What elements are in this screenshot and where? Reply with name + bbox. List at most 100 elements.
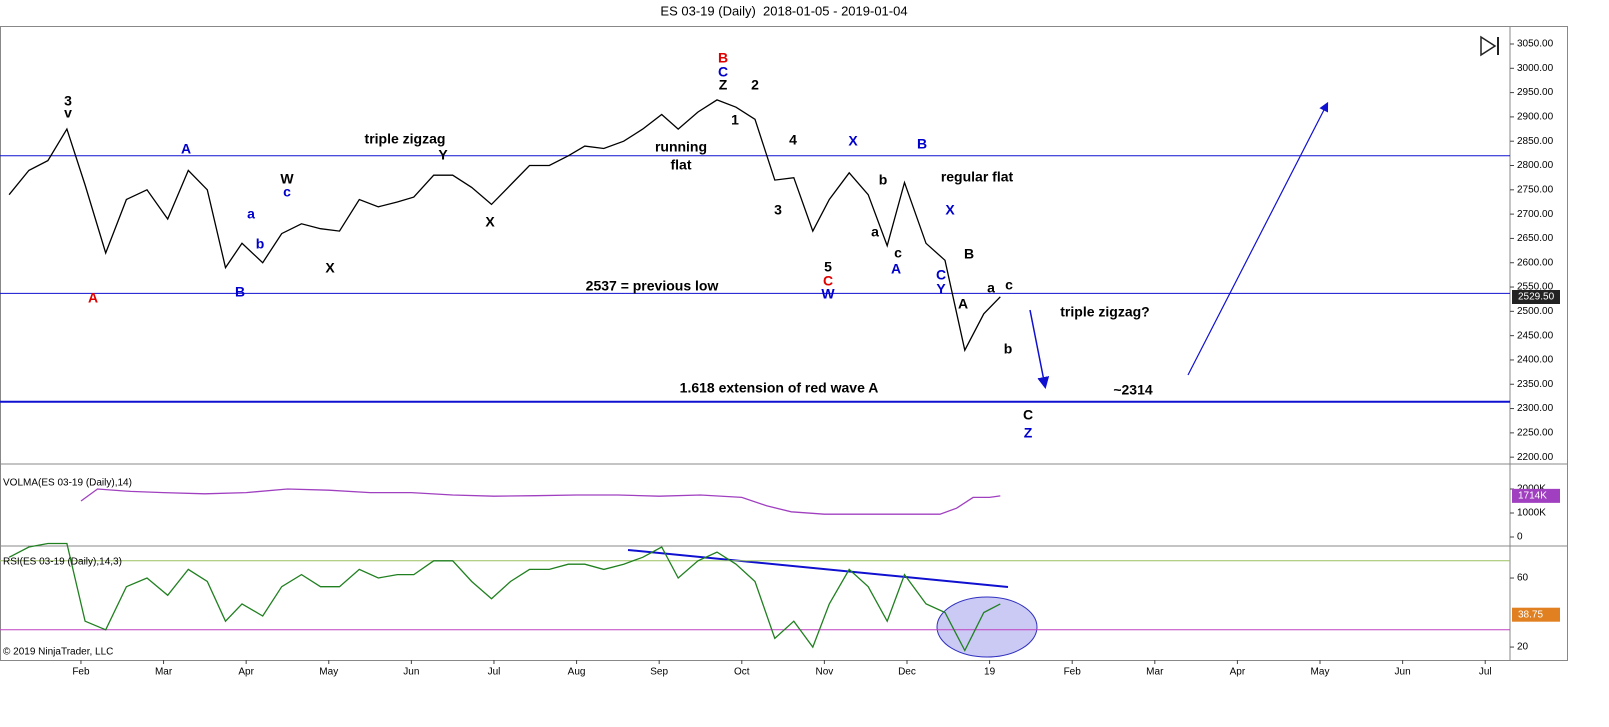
x-tick-label: Feb (72, 667, 90, 678)
y-tick-label: 2850.00 (1517, 136, 1554, 147)
wave-label: B (964, 246, 974, 262)
x-tick-label: Jul (1479, 667, 1492, 678)
y-tick-label: 2950.00 (1517, 87, 1554, 98)
wave-label: regular flat (941, 169, 1014, 185)
wave-label: A (891, 261, 901, 277)
series-line (8, 542, 1001, 652)
wave-label: c (1005, 277, 1013, 293)
y-tick-label: 20 (1517, 642, 1529, 653)
wave-label: 2537 = previous low (586, 278, 719, 294)
y-tick-label: 3000.00 (1517, 63, 1554, 74)
wave-label: C (718, 64, 728, 80)
panel-title: RSI(ES 03-19 (Daily),14,3) (3, 557, 122, 568)
x-tick-label: 19 (984, 667, 996, 678)
x-tick-label: Aug (568, 667, 586, 678)
wave-label: c (894, 245, 902, 261)
wave-label: 2 (751, 77, 759, 93)
chart-title: ES 03-19 (Daily) 2018-01-05 - 2019-01-04 (660, 3, 907, 18)
wave-label: triple zigzag? (1060, 304, 1149, 320)
y-tick-label: 60 (1517, 573, 1529, 584)
wave-label: C (823, 273, 833, 289)
y-tick-label: 2550.00 (1517, 282, 1554, 293)
wave-label: running (655, 139, 707, 155)
copyright: © 2019 NinjaTrader, LLC (3, 647, 113, 658)
wave-label: A (181, 141, 191, 157)
wave-label: X (325, 260, 335, 276)
series-line (8, 99, 1001, 353)
x-tick-label: May (1311, 667, 1330, 678)
wave-label: c (283, 184, 291, 200)
last-value-badge (1512, 488, 1560, 503)
wave-label: C (936, 267, 946, 283)
y-tick-label: 2250.00 (1517, 428, 1554, 439)
y-tick-label: 2300.00 (1517, 403, 1554, 414)
wave-label: Y (936, 281, 946, 297)
x-tick-label: Oct (734, 667, 750, 678)
x-tick-label: Apr (1230, 667, 1246, 678)
last-value-label: 38.75 (1518, 609, 1543, 620)
y-tick-label: 2450.00 (1517, 330, 1554, 341)
y-tick-label: 2700.00 (1517, 209, 1554, 220)
y-tick-label: 1000K (1517, 508, 1546, 519)
wave-label: a (871, 224, 879, 240)
wave-label: B (718, 50, 728, 66)
wave-label: 1 (731, 112, 739, 128)
y-tick-label: 3050.00 (1517, 39, 1554, 50)
last-value-badge (1512, 289, 1560, 304)
wave-label: 4 (789, 132, 797, 148)
wave-label: Z (719, 77, 728, 93)
x-tick-label: Dec (898, 667, 916, 678)
y-tick-label: 2400.00 (1517, 355, 1554, 366)
wave-label: a (247, 206, 255, 222)
y-tick-label: 2600.00 (1517, 257, 1554, 268)
down-arrow (1029, 309, 1050, 389)
panel-title: VOLMA(ES 03-19 (Daily),14) (3, 478, 132, 489)
wave-label: 3 (64, 93, 72, 109)
x-tick-label: Mar (155, 667, 173, 678)
wave-label: 5 (824, 259, 832, 275)
wave-label: W (280, 171, 294, 187)
x-tick-label: Jun (1395, 667, 1411, 678)
wave-label: a (987, 280, 995, 296)
up-arrow (1187, 101, 1329, 376)
x-tick-label: Nov (815, 667, 833, 678)
y-tick-label: 2500.00 (1517, 306, 1554, 317)
wave-label: 1.618 extension of red wave A (680, 380, 879, 396)
wave-label: Z (1024, 425, 1033, 441)
wave-label: W (821, 286, 835, 302)
wave-label: b (256, 236, 265, 252)
y-tick-label: 2200.00 (1517, 452, 1554, 463)
x-tick-label: Jun (403, 667, 419, 678)
y-tick-label: 2900.00 (1517, 112, 1554, 123)
wave-label: triple zigzag (365, 131, 446, 147)
wave-label: X (485, 214, 495, 230)
wave-label: X (848, 133, 858, 149)
series-line (80, 488, 1001, 515)
frame (0, 26, 1568, 661)
wave-label: B (235, 284, 245, 300)
highlight-ellipse (936, 596, 1038, 658)
wave-label: ~2314 (1113, 382, 1153, 398)
wave-label: b (1004, 341, 1013, 357)
x-tick-label: Feb (1064, 667, 1082, 678)
icon-triangle[interactable] (1480, 35, 1497, 57)
wave-label: A (88, 290, 98, 306)
wave-label: b (879, 172, 888, 188)
y-tick-label: 2800.00 (1517, 160, 1554, 171)
y-tick-label: 2350.00 (1517, 379, 1554, 390)
wave-label: Y (438, 147, 448, 163)
x-tick-label: Apr (238, 667, 254, 678)
y-tick-label: 2650.00 (1517, 233, 1554, 244)
y-tick-label: 2750.00 (1517, 184, 1554, 195)
wave-label: v (64, 105, 72, 121)
last-value-label: 1714K (1518, 491, 1547, 502)
x-tick-label: Mar (1146, 667, 1164, 678)
rsi-trendline (627, 549, 1009, 588)
last-value-badge (1512, 607, 1560, 622)
play-icon[interactable] (1480, 35, 1499, 57)
wave-label: C (1023, 407, 1033, 423)
wave-label: X (945, 202, 955, 218)
y-tick-label: 0 (1517, 532, 1523, 543)
